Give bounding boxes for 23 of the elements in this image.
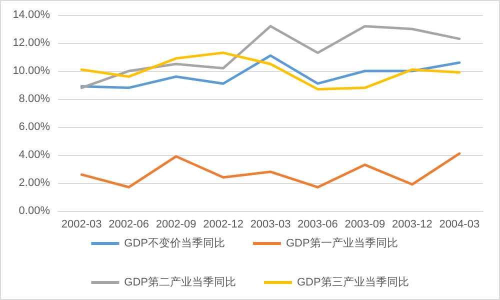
x-tick-label: 2003-09 bbox=[344, 218, 386, 230]
y-tick-label: 12.00% bbox=[12, 37, 50, 49]
legend-label: GDP不变价当季同比 bbox=[124, 236, 226, 250]
x-tick-label: 2002-03 bbox=[61, 218, 102, 230]
y-tick-label: 8.00% bbox=[18, 93, 50, 105]
x-tick-label: 2003-06 bbox=[298, 218, 338, 230]
x-tick-label: 2003-03 bbox=[250, 218, 291, 230]
y-tick-label: 0.00% bbox=[18, 205, 50, 217]
line-series bbox=[80, 152, 461, 188]
y-tick-label: 6.00% bbox=[18, 121, 50, 133]
x-tick-label: 2002-06 bbox=[108, 218, 150, 230]
x-tick-label: 2003-12 bbox=[392, 218, 432, 230]
x-tick-label: 2002-09 bbox=[156, 218, 196, 230]
legend-label: GDP第一产业当季同比 bbox=[286, 236, 398, 250]
y-tick-label: 14.00% bbox=[12, 9, 50, 21]
x-tick-label: 2004-03 bbox=[439, 218, 480, 230]
legend-label: GDP第三产业当季同比 bbox=[297, 276, 409, 288]
legend-label: GDP第二产业当季同比 bbox=[124, 276, 236, 288]
y-tick-label: 2.00% bbox=[18, 177, 50, 189]
line-series bbox=[80, 24, 461, 90]
x-tick-label: 2002-12 bbox=[203, 218, 244, 230]
y-tick-label: 4.00% bbox=[18, 149, 50, 161]
y-tick-label: 10.00% bbox=[12, 65, 50, 77]
